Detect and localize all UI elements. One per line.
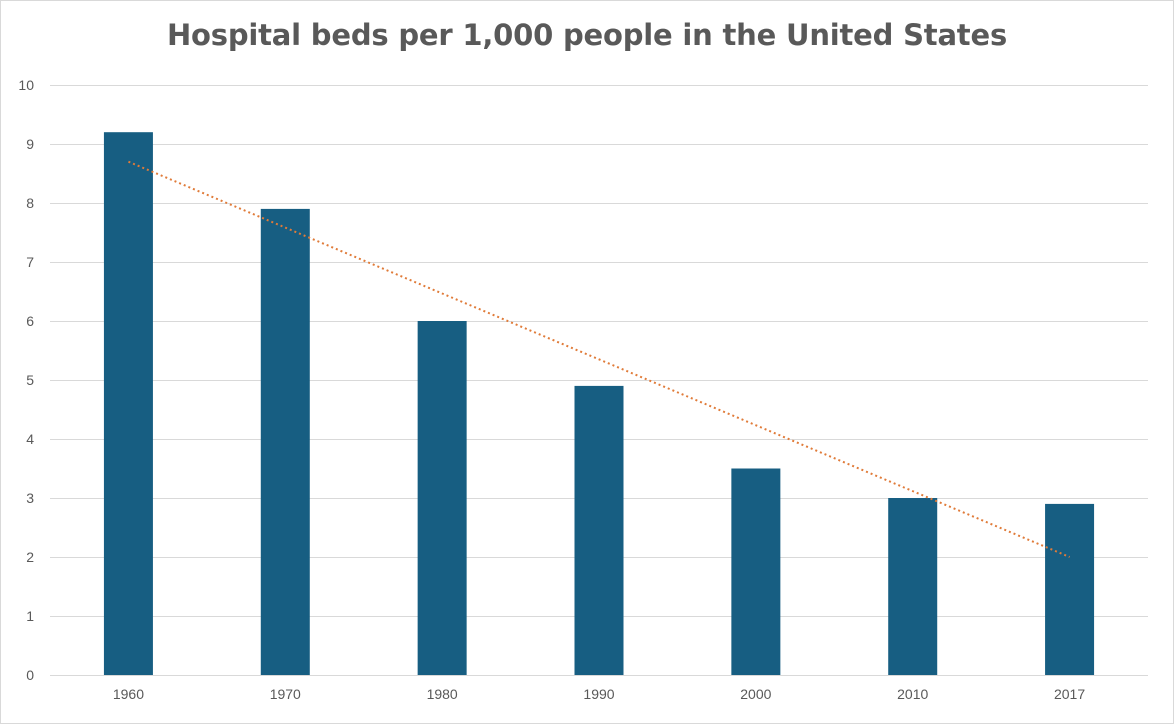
bar-1990	[574, 385, 624, 675]
x-tick-label: 1960	[113, 686, 144, 702]
x-axis-tick-labels: 1960 1970 1980 1990 2000 2010 2017	[113, 686, 1086, 702]
y-tick-label: 2	[26, 549, 34, 565]
bar-1970	[260, 208, 310, 675]
y-tick-label: 7	[26, 254, 34, 270]
chart-title: Hospital beds per 1,000 people in the Un…	[166, 18, 1008, 52]
y-tick-label: 9	[26, 136, 34, 152]
bar-1980	[417, 321, 467, 675]
y-tick-label: 1	[26, 608, 34, 624]
trendline-layer	[128, 160, 1070, 558]
y-tick-label: 0	[26, 667, 34, 683]
y-tick-label: 10	[18, 77, 34, 93]
y-tick-label: 5	[26, 372, 34, 388]
y-tick-label: 8	[26, 195, 34, 211]
x-tick-label: 1990	[583, 686, 614, 702]
y-tick-label: 3	[26, 490, 34, 506]
bar-2010	[888, 498, 938, 675]
bar-2000	[731, 468, 781, 675]
bars	[103, 132, 1095, 675]
x-tick-label: 2010	[897, 686, 928, 702]
y-tick-label: 4	[26, 431, 34, 447]
x-tick-label: 2017	[1054, 686, 1085, 702]
y-tick-label: 6	[26, 313, 34, 329]
x-tick-label: 2000	[740, 686, 771, 702]
y-axis-tick-labels: 0 1 2 3 4 5 6 7 8 9 10	[18, 77, 34, 683]
x-tick-label: 1970	[270, 686, 301, 702]
bar-2017	[1045, 503, 1095, 675]
gridlines	[50, 85, 1148, 676]
trendline	[128, 160, 1070, 558]
bar-1960	[103, 132, 153, 675]
x-tick-label: 1980	[427, 686, 458, 702]
